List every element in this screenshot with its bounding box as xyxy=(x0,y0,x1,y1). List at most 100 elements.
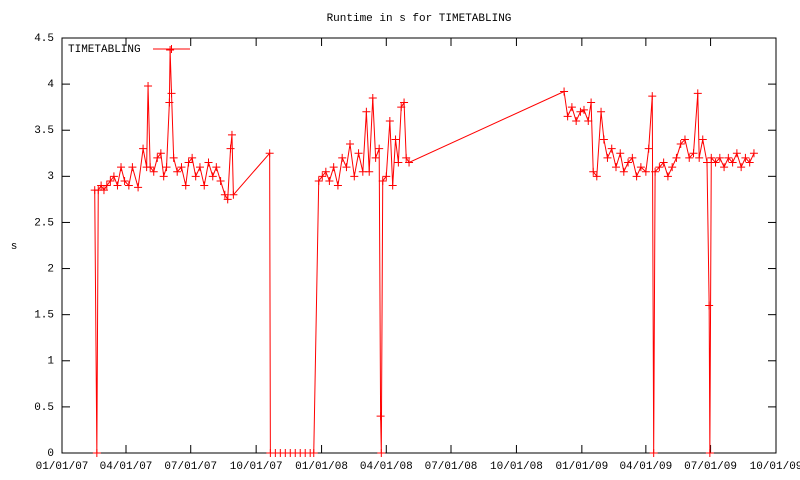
series-line xyxy=(94,49,755,454)
data-point xyxy=(576,107,585,116)
data-point xyxy=(745,158,754,167)
data-point xyxy=(644,144,653,153)
data-point xyxy=(584,117,593,125)
x-tick-label: 07/01/07 xyxy=(164,461,217,473)
data-point xyxy=(229,190,238,199)
data-point xyxy=(106,176,115,185)
data-point xyxy=(405,158,414,167)
data-point xyxy=(703,158,712,167)
data-point xyxy=(705,301,714,310)
data-point xyxy=(695,153,704,162)
y-tick-label: 2.5 xyxy=(34,217,54,229)
data-point xyxy=(200,181,209,190)
data-point xyxy=(220,190,229,199)
data-point xyxy=(318,172,327,181)
y-tick-label: 4 xyxy=(47,79,54,91)
data-point xyxy=(563,112,572,121)
y-tick-label: 4.5 xyxy=(34,33,54,45)
data-point xyxy=(109,172,118,181)
data-point xyxy=(680,135,689,144)
data-point xyxy=(144,81,153,90)
data-point xyxy=(99,186,108,195)
data-point xyxy=(572,117,581,125)
data-point xyxy=(693,89,702,98)
data-point xyxy=(212,163,221,172)
data-point xyxy=(672,153,681,162)
data-point xyxy=(388,181,397,190)
data-point xyxy=(181,181,190,190)
data-point xyxy=(346,140,355,149)
data-point xyxy=(314,176,323,185)
data-point xyxy=(400,98,409,107)
data-point xyxy=(668,163,677,172)
data-point xyxy=(728,158,737,167)
data-point xyxy=(177,163,186,172)
data-point xyxy=(195,163,204,172)
data-point xyxy=(102,181,111,190)
y-tick-label: 3 xyxy=(47,171,54,183)
y-tick-label: 3.5 xyxy=(34,125,54,137)
data-point xyxy=(368,93,377,102)
data-point xyxy=(724,153,733,162)
data-point xyxy=(659,158,668,167)
data-point xyxy=(649,449,658,457)
x-tick-label: 01/01/09 xyxy=(555,461,608,473)
data-point xyxy=(402,153,411,162)
x-tick-label: 04/01/09 xyxy=(619,461,672,473)
data-point xyxy=(146,163,155,172)
data-point xyxy=(153,153,162,162)
data-point xyxy=(732,149,741,158)
data-point xyxy=(651,167,660,176)
data-point xyxy=(165,98,174,107)
data-point xyxy=(376,412,385,421)
data-point xyxy=(92,449,101,457)
data-point xyxy=(597,107,606,116)
y-tick-label: 0.5 xyxy=(34,402,54,414)
data-point xyxy=(689,149,698,158)
data-point xyxy=(124,181,133,190)
data-point xyxy=(191,172,200,181)
data-point xyxy=(592,172,601,181)
data-point xyxy=(117,163,126,172)
data-point xyxy=(385,117,394,125)
data-point xyxy=(321,167,330,176)
data-point xyxy=(641,167,650,176)
data-point xyxy=(737,163,746,172)
data-point xyxy=(265,149,274,158)
data-point xyxy=(227,130,236,139)
data-point xyxy=(705,449,714,457)
data-point xyxy=(648,92,657,101)
y-tick-label: 0 xyxy=(47,448,54,460)
data-point xyxy=(628,153,637,162)
y-tick-label: 2 xyxy=(47,263,54,275)
legend-label: TIMETABLING xyxy=(68,44,141,56)
data-point xyxy=(139,144,148,153)
chart-title: Runtime in s for TIMETABLING xyxy=(327,13,512,25)
data-point xyxy=(149,167,158,176)
data-point xyxy=(169,153,178,162)
data-point xyxy=(720,163,729,172)
data-point xyxy=(616,149,625,158)
data-point xyxy=(354,149,363,158)
data-point xyxy=(333,181,342,190)
data-point xyxy=(365,167,374,176)
x-tick-label: 04/01/08 xyxy=(360,461,413,473)
data-point xyxy=(579,105,588,114)
data-point xyxy=(391,135,400,144)
data-point xyxy=(350,172,359,181)
data-point xyxy=(698,135,707,144)
data-point xyxy=(375,144,384,153)
data-point xyxy=(173,167,182,176)
data-point xyxy=(128,163,137,172)
data-point xyxy=(599,135,608,144)
data-point xyxy=(226,144,235,153)
data-point xyxy=(208,172,217,181)
x-tick-label: 01/01/07 xyxy=(36,461,89,473)
x-tick-label: 07/01/09 xyxy=(684,461,737,473)
data-point xyxy=(663,172,672,181)
data-point xyxy=(655,163,664,172)
data-point xyxy=(325,176,334,185)
data-point xyxy=(619,167,628,176)
